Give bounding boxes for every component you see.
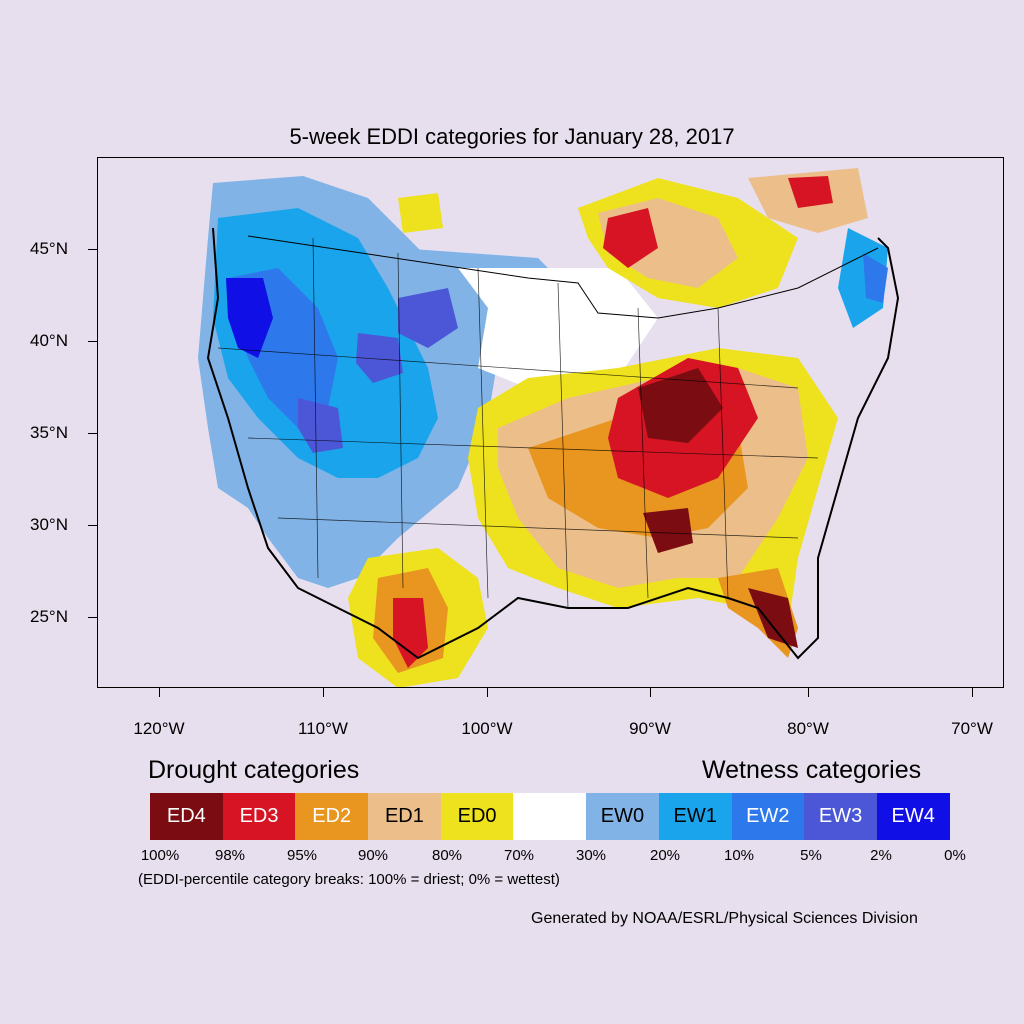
pct-break: 2% (870, 847, 892, 864)
pct-break: 98% (214, 847, 246, 864)
legend-box-neutral (513, 793, 587, 840)
state-lines (217, 237, 819, 609)
legend-box-ed0: ED0 (440, 793, 514, 840)
pct-break: 30% (575, 847, 607, 864)
legend-box-ed3: ED3 (222, 793, 296, 840)
category-note: (EDDI-percentile category breaks: 100% =… (138, 871, 560, 888)
florida-exceptional (748, 588, 798, 648)
canada-border (247, 235, 879, 319)
pct-break: 10% (723, 847, 755, 864)
west-wettest-c (298, 398, 343, 453)
lat-tick-25 (88, 617, 97, 618)
pct-break: 80% (431, 847, 463, 864)
credit-line: Generated by NOAA/ESRL/Physical Sciences… (531, 910, 918, 927)
lat-label-30: 30°N (30, 515, 68, 534)
north-severe-dry (603, 208, 658, 268)
legend-box-ew2: EW2 (731, 793, 805, 840)
pct-break: 20% (649, 847, 681, 864)
legend-box-ew4: EW4 (876, 793, 950, 840)
lat-label-45: 45°N (30, 239, 68, 258)
lon-label-90: 90°W (629, 719, 671, 738)
west-wettest-b (356, 333, 403, 383)
plains-neutral (458, 268, 658, 388)
drought-heading: Drought categories (148, 756, 360, 784)
lon-tick-110 (323, 688, 324, 697)
category-legend-bar: ED4 ED3 ED2 ED1 ED0 EW0 EW1 EW2 EW3 EW4 (150, 793, 950, 840)
legend-box-ew1: EW1 (658, 793, 732, 840)
lat-tick-35 (88, 433, 97, 434)
west-wettest-a (226, 278, 273, 358)
legend-box-ew3: EW3 (804, 793, 877, 840)
eddi-map (97, 157, 1004, 688)
legend-box-ew0: EW0 (586, 793, 659, 840)
lon-tick-90 (650, 688, 651, 697)
lat-label-35: 35°N (30, 423, 68, 442)
lon-label-80: 80°W (787, 719, 829, 738)
lat-tick-40 (88, 341, 97, 342)
lat-label-25: 25°N (30, 607, 68, 626)
southern-exceptional (643, 508, 693, 553)
legend-box-ed2: ED2 (295, 793, 369, 840)
north-medium-wet (398, 288, 458, 348)
coastline (206, 227, 900, 660)
ohio-valley-exceptional (638, 368, 723, 443)
conus-map-canvas (198, 168, 900, 687)
northeast-wet (838, 228, 888, 328)
lon-tick-70 (972, 688, 973, 697)
lon-tick-80 (808, 688, 809, 697)
pct-break: 90% (357, 847, 389, 864)
pct-break: 0% (944, 847, 966, 864)
lon-tick-120 (159, 688, 160, 697)
legend-box-ed1: ED1 (368, 793, 441, 840)
legend-box-ed4: ED4 (150, 793, 223, 840)
southwest-severe-dry (393, 598, 428, 668)
lat-label-40: 40°N (30, 331, 68, 350)
lon-label-110: 110°W (298, 719, 348, 738)
map-title: 5-week EDDI categories for January 28, 2… (289, 124, 735, 149)
lat-tick-30 (88, 525, 97, 526)
lat-tick-45 (88, 249, 97, 250)
topleft-yellow (398, 193, 443, 233)
lon-label-70: 70°W (951, 719, 993, 738)
pct-break: 100% (140, 847, 180, 864)
northeast-severe-dry (788, 176, 833, 208)
wetness-heading: Wetness categories (702, 756, 922, 784)
pct-break: 5% (800, 847, 822, 864)
northeast-strong-wet (863, 253, 888, 303)
pct-break: 70% (503, 847, 535, 864)
lon-label-120: 120°W (133, 719, 185, 738)
pct-break: 95% (286, 847, 318, 864)
lon-tick-100 (487, 688, 488, 697)
lon-label-100: 100°W (461, 719, 513, 738)
